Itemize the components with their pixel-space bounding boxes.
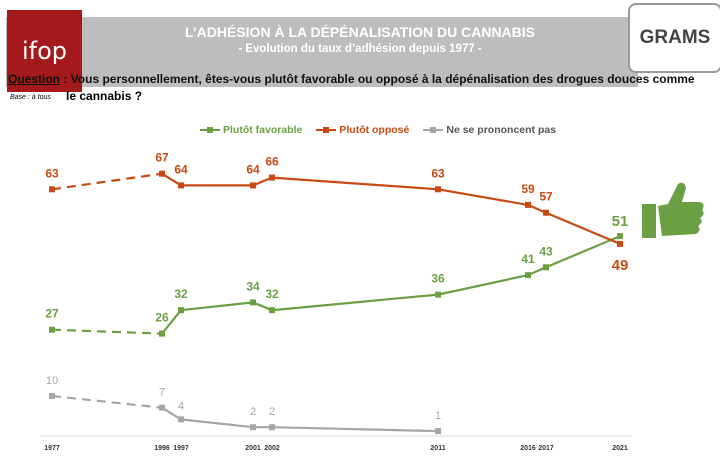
- data-point: [435, 428, 441, 435]
- x-tick-label: 2001: [245, 445, 261, 452]
- data-label: 57: [539, 190, 553, 204]
- data-label: 10: [46, 375, 58, 387]
- data-label: 59: [521, 182, 535, 196]
- data-point: [250, 299, 256, 306]
- data-point: [617, 240, 623, 247]
- data-point: [617, 233, 623, 240]
- data-label: 49: [612, 257, 629, 274]
- data-label: 34: [246, 279, 260, 293]
- x-tick-label: 2011: [430, 445, 445, 452]
- data-label: 67: [155, 151, 169, 165]
- x-tick-label: 2002: [264, 445, 280, 452]
- x-tick-label: 1977: [44, 445, 60, 452]
- series-line: [161, 172, 621, 245]
- legend-label: Plutôt favorable: [223, 124, 303, 136]
- grams-logo: GRAMS: [628, 3, 720, 73]
- data-label: 2: [250, 406, 256, 418]
- data-label: 64: [246, 162, 260, 176]
- base-note: Base : à tous: [10, 94, 51, 101]
- data-label: 51: [612, 213, 629, 230]
- data-point: [159, 330, 165, 337]
- data-point: [269, 307, 275, 314]
- x-tick-label: 1997: [173, 445, 189, 452]
- legend-label: Ne se prononcent pas: [446, 124, 557, 136]
- legend-label: Plutôt opposé: [339, 124, 410, 136]
- legend-item: Plutôt opposé: [316, 124, 409, 136]
- series-dashed-segment: [51, 172, 163, 191]
- data-point: [250, 424, 256, 431]
- header-banner: [6, 17, 638, 87]
- data-point: [49, 326, 55, 333]
- data-point: [435, 291, 441, 298]
- data-label: 43: [539, 244, 553, 258]
- data-point: [178, 416, 184, 423]
- data-point: [269, 424, 275, 431]
- data-label: 26: [155, 311, 169, 325]
- data-label: 63: [431, 166, 445, 180]
- legend-marker-icon: [316, 127, 337, 133]
- data-point: [178, 182, 184, 189]
- data-point: [543, 264, 549, 271]
- page-title: L’ADHÉSION À LA DÉPÉNALISATION DU CANNAB…: [184, 24, 535, 40]
- data-point: [159, 404, 165, 411]
- data-point: [269, 174, 275, 181]
- page-subtitle: - Evolution du taux d’adhésion depuis 19…: [238, 43, 482, 55]
- question-text-2: le cannabis ?: [66, 89, 143, 103]
- data-point: [543, 209, 549, 216]
- data-point: [49, 186, 55, 193]
- data-label: 36: [431, 272, 445, 286]
- series-dashed-segment: [51, 328, 163, 335]
- data-point: [178, 307, 184, 314]
- data-point: [250, 182, 256, 189]
- data-point: [435, 186, 441, 193]
- legend: Plutôt favorable Plutôt opposé Ne se prono…: [200, 124, 556, 136]
- series-line: [161, 406, 439, 433]
- legend-item: Ne se prononcent pas: [423, 124, 556, 136]
- data-label: 2: [269, 406, 275, 418]
- question-text: : Vous personnellement, êtes-vous plutôt…: [60, 72, 695, 86]
- data-point: [159, 170, 165, 177]
- data-label: 32: [174, 287, 188, 301]
- x-tick-label: 2017: [538, 445, 554, 452]
- data-label: 41: [521, 252, 535, 266]
- data-point: [525, 201, 531, 208]
- data-label: 1: [435, 410, 441, 422]
- question: Question : Vous personnellement, êtes-vo…: [8, 72, 695, 86]
- x-tick-label: 1996: [154, 445, 170, 452]
- data-label: 66: [265, 155, 279, 169]
- thumbs-up-icon: [642, 182, 704, 238]
- question-label: Question: [8, 72, 61, 86]
- x-tick-label: 2016: [520, 445, 536, 452]
- data-point: [49, 393, 55, 399]
- legend-marker-icon: [200, 127, 220, 133]
- data-label: 4: [178, 400, 184, 412]
- data-label: 64: [174, 162, 188, 176]
- ifop-logo: ifop: [7, 10, 82, 92]
- x-tick-label: 2021: [612, 445, 628, 452]
- legend-item: Plutôt favorable: [200, 124, 302, 136]
- data-label: 27: [45, 307, 59, 321]
- data-label: 7: [159, 387, 165, 399]
- data-label: 63: [45, 166, 59, 180]
- data-label: 32: [265, 287, 279, 301]
- series-dashed-segment: [51, 394, 163, 409]
- data-point: [525, 272, 531, 279]
- legend-marker-icon: [423, 127, 444, 133]
